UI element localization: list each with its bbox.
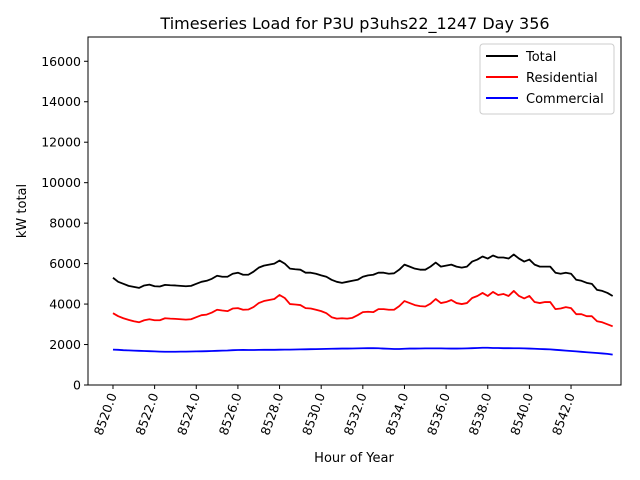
y-axis: 0 2000 4000 6000 8000 10000 12000 14000 16000 xyxy=(41,54,88,393)
y-tick-label: 12000 xyxy=(41,135,81,150)
y-tick-label: 6000 xyxy=(49,256,81,271)
y-tick-label: 10000 xyxy=(41,175,81,190)
chart-title: Timeseries Load for P3U p3uhs22_1247 Day… xyxy=(159,14,549,34)
y-tick-label: 0 xyxy=(73,378,81,393)
legend-label-residential: Residential xyxy=(526,71,598,86)
series-layer xyxy=(112,253,614,356)
y-tick-label: 2000 xyxy=(49,337,81,352)
y-axis-title: kW total xyxy=(15,184,30,238)
legend: Total Residential Commercial xyxy=(479,43,615,115)
series-line-residential xyxy=(112,290,613,328)
legend-label-commercial: Commercial xyxy=(526,92,604,107)
series-line-total xyxy=(112,253,614,297)
x-axis-title: Hour of Year xyxy=(314,451,394,466)
plot-frame xyxy=(87,36,622,386)
y-tick-label: 8000 xyxy=(49,216,81,231)
series-line-commercial xyxy=(112,346,613,356)
y-tick-label: 4000 xyxy=(49,297,81,312)
y-tick-label: 14000 xyxy=(41,94,81,109)
legend-label-total: Total xyxy=(525,50,556,65)
legend-box xyxy=(479,43,615,115)
y-tick-label: 16000 xyxy=(41,54,81,69)
